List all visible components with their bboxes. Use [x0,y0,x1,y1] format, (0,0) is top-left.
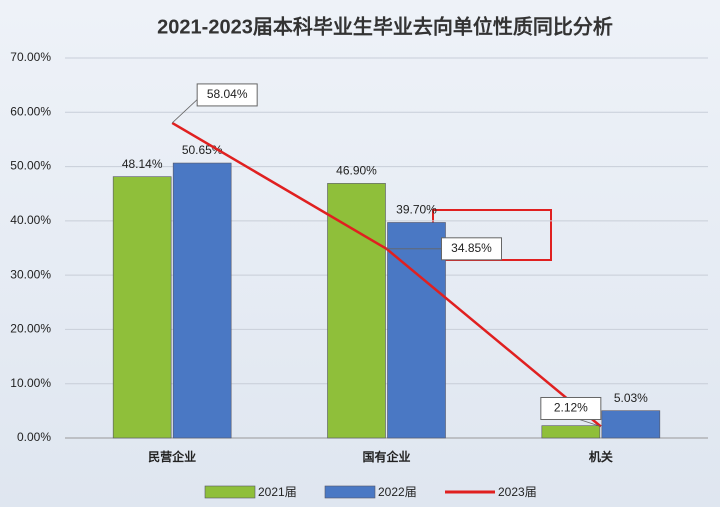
legend-label: 2021届 [258,485,297,499]
value-label: 34.85% [451,241,492,255]
x-tick-label: 机关 [589,449,613,464]
y-tick-label: 50.00% [10,159,51,173]
bar [172,162,232,439]
label-box [441,237,502,261]
legend-swatch [204,485,256,499]
label-box [540,396,602,420]
value-label: 2.12% [554,401,588,415]
bar [327,183,386,439]
y-tick-label: 10.00% [10,376,51,390]
y-tick-label: 60.00% [10,104,51,118]
legend-label: 2023届 [498,485,537,499]
value-label: 46.90% [336,164,377,178]
value-label: 5.03% [614,391,648,405]
x-tick-label: 国有企业 [362,449,410,464]
legend-swatch [324,485,376,499]
value-label: 48.14% [122,157,163,171]
bar [601,410,661,439]
y-tick-label: 70.00% [10,50,51,64]
value-label: 58.04% [207,87,248,101]
y-tick-label: 40.00% [10,213,51,227]
y-tick-label: 0.00% [17,430,51,444]
bar [387,222,446,439]
y-tick-label: 30.00% [10,267,51,281]
bar [112,176,172,439]
label-box [196,83,258,107]
y-tick-label: 20.00% [10,322,51,336]
x-tick-label: 民营企业 [148,449,196,464]
legend-label: 2022届 [378,485,417,499]
bar [541,425,601,439]
chart-title: 2021-2023届本科毕业生毕业去向单位性质同比分析 [157,14,613,38]
value-label: 39.70% [396,203,437,217]
